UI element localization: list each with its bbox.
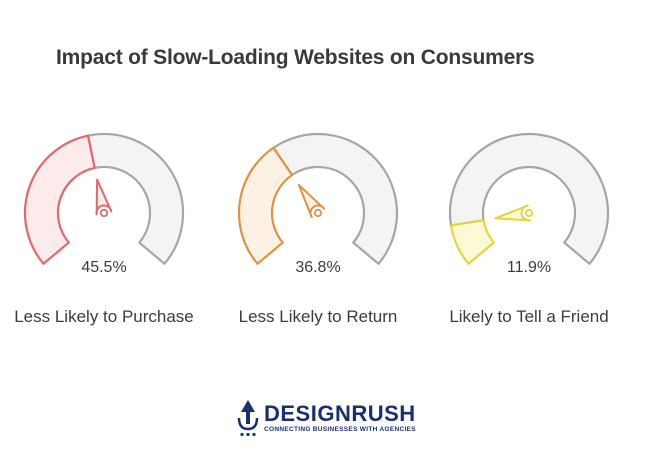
gauge-track	[272, 132, 399, 265]
designrush-logo: DESIGNRUSH CONNECTING BUSINESSES WITH AG…	[236, 398, 416, 438]
gauge-value-arc	[23, 134, 96, 265]
gauge-needle	[494, 204, 532, 222]
logo-brand: DESIGNRUSH	[264, 400, 416, 426]
gauge-needle	[297, 183, 326, 219]
gauge-caption-purchase: Less Likely to Purchase	[14, 307, 194, 326]
gauge-track	[86, 132, 185, 265]
gauge-value-arc	[237, 146, 294, 265]
gauge-needle-hub	[313, 208, 323, 218]
chart-title: Impact of Slow-Loading Websites on Consu…	[56, 46, 535, 69]
gauge-value-label: 45.5%	[81, 259, 126, 276]
gauge-value-label: 36.8%	[295, 259, 340, 276]
gauge-needle-hub	[99, 208, 109, 218]
logo-tagline: CONNECTING BUSINESSES WITH AGENCIES	[264, 425, 416, 433]
gauge-value-label: 11.9%	[507, 259, 551, 276]
gauge-caption-friend: Likely to Tell a Friend	[449, 307, 609, 326]
gauge-chart: 45.5% 36.8% 11.9%	[23, 132, 610, 276]
gauge-needle	[95, 178, 113, 216]
gauge-value-arc	[449, 219, 495, 265]
designrush-emblem-icon	[237, 400, 259, 437]
gauge-caption-return: Less Likely to Return	[238, 307, 398, 326]
gauge-track	[448, 132, 610, 265]
gauge-needle-hub	[524, 208, 534, 218]
